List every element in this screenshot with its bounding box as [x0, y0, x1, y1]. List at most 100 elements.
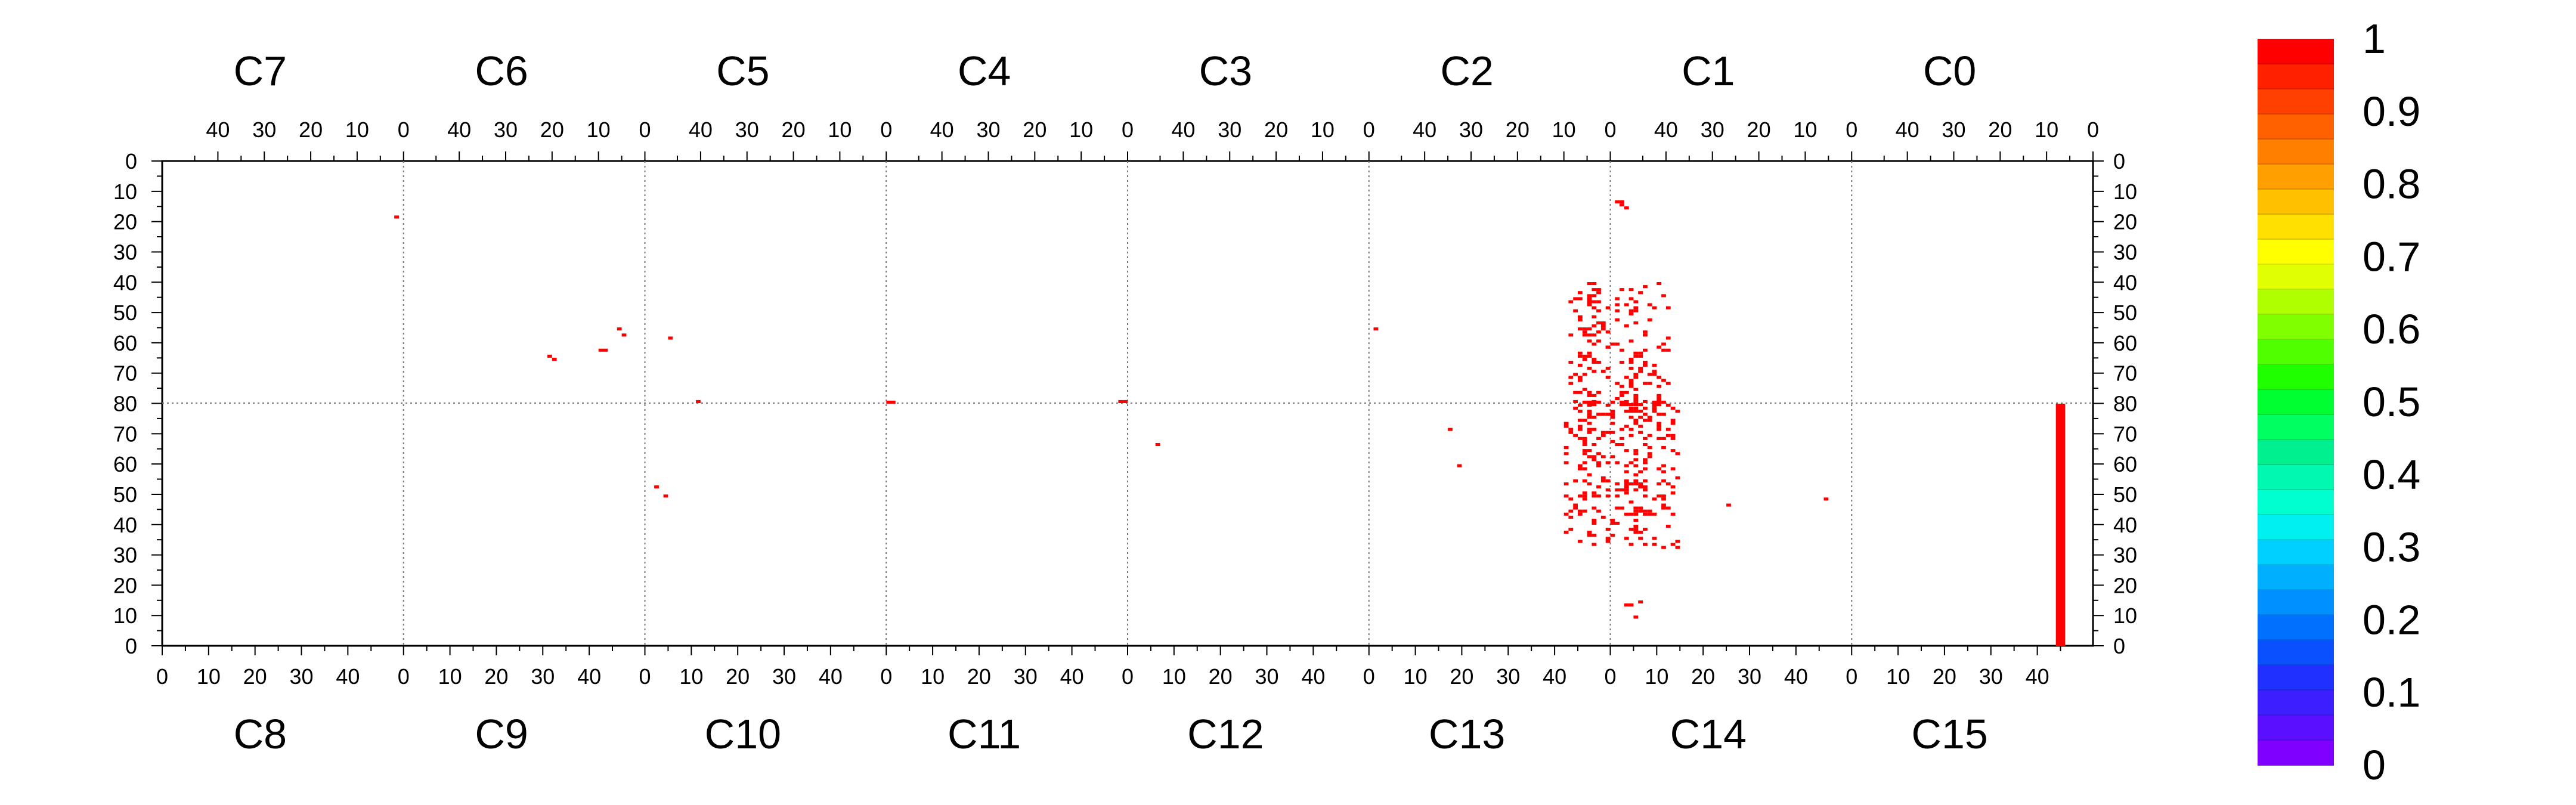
hit-pixel [1582, 354, 1587, 358]
hit-pixel [1587, 428, 1592, 431]
hit-pixel [1643, 407, 1648, 410]
hit-pixel [1633, 403, 1639, 407]
hit-pixel [1610, 521, 1615, 525]
bottom-tick-label: 40 [2026, 664, 2049, 689]
hit-pixel [1578, 410, 1583, 413]
colorbar-segment [2258, 64, 2334, 89]
hit-pixel [1633, 512, 1639, 516]
colorbar-tick-label: 0.5 [2363, 379, 2420, 425]
hit-pixel [1587, 413, 1592, 416]
top-tick-label: 0 [1122, 117, 1134, 142]
bottom-chip-label: C14 [1670, 711, 1747, 757]
bottom-tick-label: 20 [484, 664, 508, 689]
hit-pixel [1610, 400, 1615, 404]
bottom-tick-label: 20 [1209, 664, 1233, 689]
right-y-tick-label: 30 [2113, 543, 2137, 568]
hit-pixel [654, 485, 659, 489]
hit-pixel [1592, 521, 1597, 525]
bottom-tick-label: 40 [1543, 664, 1566, 689]
left-y-tick-label: 60 [113, 331, 137, 355]
left-y-tick-label: 40 [113, 270, 137, 295]
hit-pixel [1568, 333, 1574, 337]
hit-pixel [1633, 506, 1639, 510]
hit-pixel [1563, 461, 1569, 465]
hit-pixel [1578, 315, 1583, 318]
hit-pixel [1620, 506, 1624, 510]
hit-pixel [1448, 428, 1453, 431]
hit-pixel [1578, 512, 1583, 516]
hit-pixel [1647, 419, 1652, 422]
hit-pixel [1661, 379, 1666, 382]
right-y-tick-label: 60 [2113, 331, 2137, 355]
hit-pixel [1633, 321, 1639, 325]
hit-pixel [1605, 537, 1611, 540]
hit-pixel [1633, 410, 1639, 413]
hit-pixel [1638, 537, 1643, 540]
hit-pixel [1652, 306, 1657, 309]
hit-pixel [1633, 388, 1639, 391]
hit-pixel [1582, 330, 1587, 334]
hit-pixel [1643, 461, 1648, 465]
hit-pixel [547, 354, 552, 358]
top-tick-label: 30 [494, 117, 518, 142]
hit-pixel [1643, 330, 1648, 334]
bottom-tick-label: 0 [880, 664, 892, 689]
hit-pixel [1633, 354, 1639, 358]
top-tick-label: 20 [1988, 117, 2012, 142]
hit-pixel [1628, 403, 1634, 407]
colorbar-tick-label: 0 [2363, 742, 2386, 788]
top-tick-label: 10 [1069, 117, 1093, 142]
hit-pixel [1628, 434, 1634, 437]
left-y-tick-label: 70 [113, 422, 137, 446]
top-chip-label: C6 [475, 48, 528, 94]
hit-pixel [1643, 479, 1648, 482]
hit-pixel [1605, 431, 1611, 434]
hit-pixel [1647, 452, 1652, 456]
hit-pixel [1592, 357, 1597, 361]
bottom-tick-label: 40 [577, 664, 601, 689]
hit-pixel [1675, 476, 1680, 479]
hit-pixel [1633, 449, 1639, 453]
hit-pixel [1587, 351, 1592, 355]
hit-pixel [1638, 416, 1643, 419]
hit-pixel [1596, 309, 1601, 312]
right-y-tick-label: 50 [2113, 482, 2137, 507]
bottom-tick-label: 10 [438, 664, 462, 689]
hit-pixel [1633, 458, 1639, 462]
bottom-tick-label: 10 [1886, 664, 1910, 689]
hit-pixel [1600, 321, 1606, 325]
left-y-tick-label: 50 [113, 482, 137, 507]
bottom-tick-label: 10 [921, 664, 945, 689]
hit-pixel [1592, 315, 1597, 318]
hit-pixel [1582, 452, 1587, 456]
hit-pixel [1596, 452, 1601, 456]
hit-pixel [1615, 309, 1620, 312]
hit-pixel [1652, 512, 1657, 516]
hit-pixel [1592, 333, 1597, 337]
hit-pixel [1592, 403, 1597, 407]
hit-pixel [1624, 376, 1629, 379]
hit-pixel [1643, 512, 1648, 516]
hit-pixel [1624, 425, 1629, 428]
hit-pixel [1633, 518, 1639, 522]
hit-pixel [1647, 416, 1652, 419]
hit-pixel [1624, 206, 1629, 210]
right-y-tick-label: 20 [2113, 573, 2137, 597]
hit-pixel [1578, 364, 1583, 367]
colorbar-segment [2258, 89, 2334, 114]
hit-pixel [1582, 449, 1587, 453]
hit-pixel [891, 400, 896, 404]
hit-pixel [1592, 518, 1597, 522]
hit-pixel [1628, 382, 1634, 385]
hit-pixel [1638, 351, 1643, 355]
colorbar-segment [2258, 665, 2334, 691]
hit-pixel [1620, 403, 1624, 407]
hit-pixel [1643, 333, 1648, 337]
hit-pixel [1638, 354, 1643, 358]
hit-pixel [1652, 497, 1657, 501]
left-y-tick-label: 40 [113, 513, 137, 537]
hit-pixel [1633, 376, 1639, 379]
hit-pixel [1596, 461, 1601, 465]
hit-pixel [1628, 407, 1634, 410]
